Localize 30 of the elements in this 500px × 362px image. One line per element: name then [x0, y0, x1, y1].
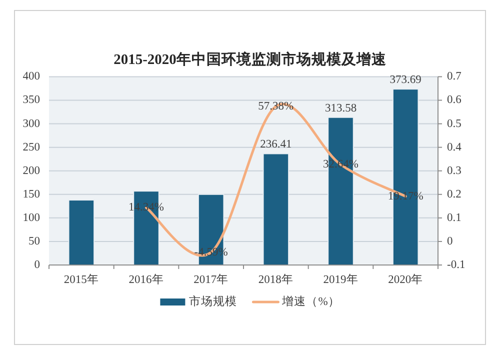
y-tick-label: 400	[22, 70, 40, 83]
legend-label: 增速（%）	[281, 295, 340, 308]
x-tick-label: 2017年	[194, 273, 229, 286]
x-tick-label: 2020年	[388, 273, 424, 286]
y2-tick-label: 0.3	[447, 164, 462, 177]
data-label: 313.58	[324, 102, 357, 114]
y2-tick-label: 0.4	[447, 141, 462, 154]
data-label: 236.41	[260, 138, 292, 151]
title: 2015-2020年中国环境监测市场规模及增速	[114, 52, 386, 68]
x-tick-label: 2015年	[64, 273, 99, 286]
y2-tick-label: -0.1	[447, 259, 466, 271]
y-tick-label: 200	[22, 164, 40, 177]
y-tick-label: 300	[22, 118, 40, 130]
y2-tick-label: 0.6	[447, 94, 462, 106]
y-tick-label: 0	[34, 259, 40, 271]
y-tick-label: 250	[22, 141, 40, 154]
y2-tick-label: 0.1	[447, 212, 462, 224]
y-tick-label: 50	[28, 235, 40, 248]
legend-label: 市场规模	[189, 294, 238, 308]
x-tick-label: 2016年	[128, 273, 164, 286]
y-tick-label: 350	[22, 94, 40, 106]
y-tick-label: 150	[22, 188, 40, 200]
data-label: 373.69	[390, 74, 422, 86]
y-tick-label: 100	[22, 212, 40, 224]
y2-tick-label: 0.5	[447, 118, 462, 130]
x-tick-label: 2018年	[258, 273, 294, 286]
x-tick-label: 2019年	[323, 273, 358, 286]
y2-tick-label: 0.2	[447, 188, 462, 200]
y2-tick-label: 0.7	[447, 70, 462, 83]
y2-tick-label: 0	[447, 235, 453, 248]
